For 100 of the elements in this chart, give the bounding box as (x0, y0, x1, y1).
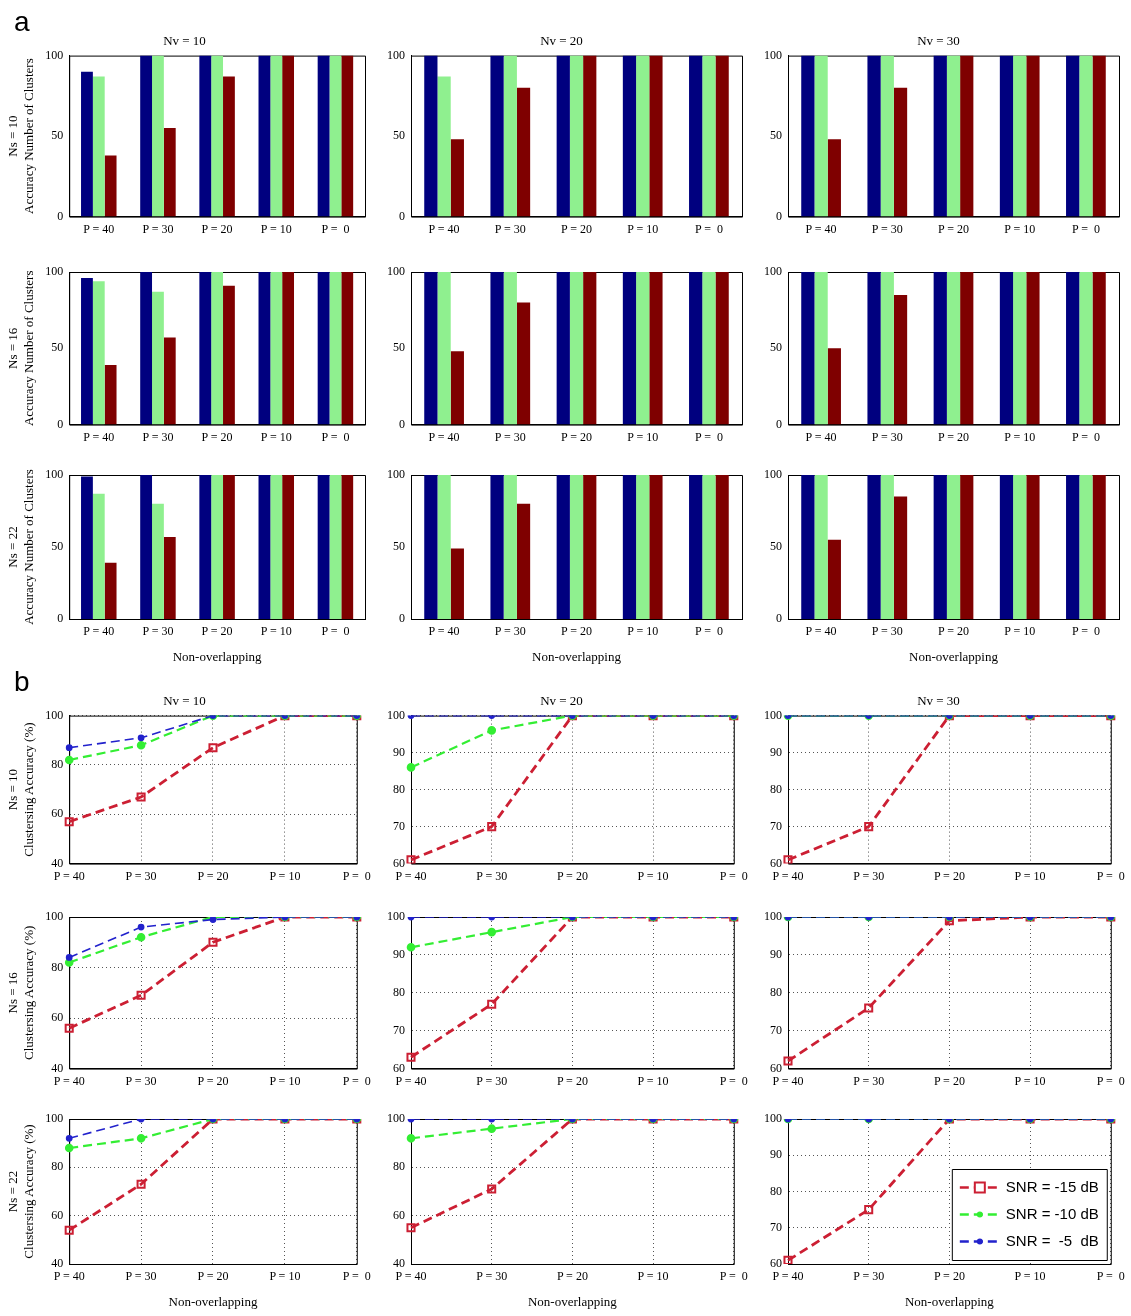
y-tick-label: 50 (51, 539, 64, 554)
x-tick-label: P = 0 (1096, 1269, 1125, 1284)
x-tick-label: P = 40 (772, 1073, 804, 1088)
x-tick-label: P = 20 (938, 221, 969, 236)
x-axis-title: Non-overlapping (909, 648, 999, 664)
x-tick-label: P = 30 (494, 429, 526, 444)
y-tick-label: 100 (45, 467, 64, 482)
x-tick-label: P = 10 (627, 429, 659, 444)
y-tick-label: 90 (770, 744, 782, 759)
y-tick-label: 80 (393, 1159, 405, 1174)
y-tick-label: 0 (776, 611, 782, 626)
chart-title: Nv = 10 (163, 693, 206, 709)
x-tick-label: P = 40 (395, 1269, 427, 1284)
y-tick-label: 70 (770, 1022, 782, 1037)
y-tick-label: 50 (770, 128, 782, 143)
x-tick-label: P = 20 (556, 868, 588, 883)
y-tick-label: 100 (387, 47, 405, 62)
chart-title: Nv = 30 (917, 693, 960, 709)
x-axis-title: Non-overlapping (532, 648, 622, 664)
y-tick-label: 40 (51, 855, 64, 870)
x-tick-label: P = 20 (938, 624, 969, 639)
chart-title: Nv = 10 (163, 33, 206, 49)
x-tick-label: P = 30 (476, 1269, 508, 1284)
x-tick-label: P = 40 (53, 1269, 85, 1284)
y-tick-label: 0 (399, 611, 405, 626)
y-tick-label: 80 (770, 781, 782, 796)
x-tick-label: P = 30 (476, 1073, 508, 1088)
y-tick-label: 0 (776, 416, 782, 431)
y-tick-label: 100 (45, 707, 64, 722)
y-tick-label: 0 (57, 416, 64, 431)
x-tick-label: P = 20 (197, 868, 229, 883)
y-tick-label: 70 (393, 818, 405, 833)
y-tick-label: 60 (51, 1010, 64, 1025)
y-tick-label: 60 (51, 806, 64, 821)
x-tick-label: P = 40 (83, 624, 115, 639)
y-tick-label: 100 (45, 1111, 64, 1126)
y-tick-label: 100 (764, 909, 782, 924)
x-tick-label: P = 20 (201, 429, 233, 444)
y-tick-label: 80 (770, 1183, 782, 1198)
x-tick-label: P = 30 (871, 221, 903, 236)
y-axis-title: Ns = 22 Accuracy Number of Clusters (5, 469, 36, 625)
x-tick-label: P = 0 (719, 1269, 748, 1284)
y-axis-title: Ns = 16 Accuracy Number of Clusters (5, 270, 36, 427)
y-tick-label: 90 (393, 947, 405, 962)
y-tick-label: 50 (393, 340, 405, 355)
x-tick-label: P = 10 (269, 868, 301, 883)
y-tick-label: 90 (770, 1147, 782, 1162)
x-tick-label: P = 10 (260, 624, 292, 639)
x-tick-label: P = 0 (1071, 429, 1100, 444)
x-axis-title: Non-overlapping (527, 1293, 618, 1309)
x-tick-label: P = 0 (321, 429, 350, 444)
x-tick-label: P = 10 (627, 624, 659, 639)
y-tick-label: 50 (770, 539, 782, 554)
x-tick-label: P = 0 (694, 221, 723, 236)
x-tick-label: P = 10 (1014, 1073, 1046, 1088)
y-tick-label: 70 (770, 1219, 782, 1234)
x-tick-label: P = 0 (1096, 1073, 1125, 1088)
x-tick-label: P = 10 (637, 1073, 669, 1088)
y-tick-label: 90 (393, 744, 405, 759)
x-tick-label: P = 20 (197, 1073, 229, 1088)
y-tick-label: 40 (51, 1256, 64, 1271)
x-tick-label: P = 30 (871, 429, 903, 444)
y-tick-label: 0 (399, 208, 405, 223)
y-tick-label: 70 (770, 818, 782, 833)
y-axis-title: Ns = 16 Clustersing Accuracy (%) (5, 925, 36, 1060)
x-tick-label: P = 30 (871, 624, 903, 639)
y-tick-label: 100 (764, 264, 782, 279)
y-tick-label: 50 (770, 340, 782, 355)
y-tick-label: 50 (51, 340, 64, 355)
x-tick-label: P = 40 (805, 221, 837, 236)
x-tick-label: P = 30 (125, 868, 157, 883)
y-tick-label: 70 (393, 1022, 405, 1037)
x-tick-label: P = 0 (1071, 221, 1100, 236)
x-tick-label: P = 0 (1096, 868, 1125, 883)
x-tick-label: P = 40 (395, 868, 427, 883)
x-tick-label: P = 0 (342, 868, 371, 883)
x-tick-label: P = 10 (1004, 221, 1036, 236)
x-tick-label: P = 40 (83, 221, 115, 236)
x-tick-label: P = 10 (260, 429, 292, 444)
x-tick-label: P = 10 (1004, 429, 1036, 444)
x-tick-label: P = 10 (1004, 624, 1036, 639)
x-tick-label: P = 20 (201, 624, 233, 639)
y-tick-label: 50 (393, 128, 405, 143)
x-axis-title: Non-overlapping (168, 1293, 258, 1309)
x-tick-label: P = 0 (719, 868, 748, 883)
text: b (14, 666, 30, 697)
chart-title: Nv = 20 (540, 33, 583, 49)
x-tick-label: P = 10 (1014, 868, 1046, 883)
x-tick-label: P = 20 (933, 1269, 965, 1284)
x-tick-label: P = 30 (142, 429, 174, 444)
x-tick-label: P = 10 (1014, 1269, 1046, 1284)
x-tick-label: P = 10 (260, 221, 292, 236)
y-tick-label: 60 (393, 1060, 405, 1075)
y-tick-label: 60 (51, 1207, 64, 1222)
x-tick-label: P = 30 (476, 868, 508, 883)
y-tick-label: 80 (393, 984, 405, 999)
legend-label: SNR = -5 dB (1005, 1231, 1099, 1249)
x-tick-label: P = 10 (269, 1073, 301, 1088)
y-tick-label: 100 (764, 47, 782, 62)
y-tick-label: 60 (770, 1256, 782, 1271)
